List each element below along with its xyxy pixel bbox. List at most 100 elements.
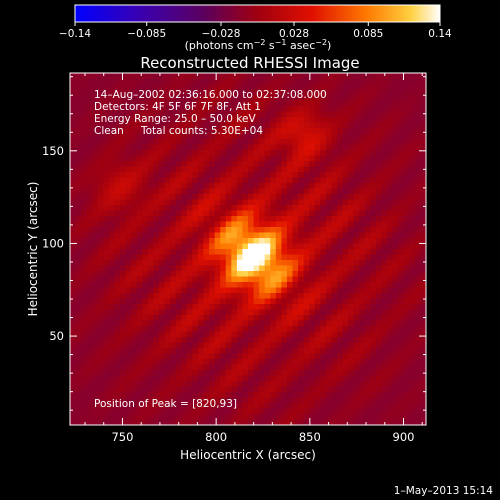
heatmap-cell [348,210,355,217]
heatmap-cell [136,139,143,146]
heatmap-cell [75,271,82,278]
heatmap-cell [303,331,310,338]
heatmap-cell [414,243,422,250]
heatmap-cell [214,232,221,239]
heatmap-cell [242,348,249,355]
heatmap-cell [414,84,422,91]
heatmap-cell [86,84,93,91]
heatmap-cell [192,183,199,190]
heatmap-cell [103,243,110,250]
heatmap-cell [331,155,338,162]
heatmap-cell [225,348,232,355]
heatmap-cell [353,276,360,283]
heatmap-cell [175,243,182,250]
heatmap-cell [403,95,410,102]
heatmap-cell [331,386,338,393]
heatmap-cell [103,155,110,162]
heatmap-cell [164,414,171,421]
heatmap-cell [120,364,127,371]
heatmap-cell [120,386,127,393]
heatmap-cell [342,276,349,283]
heatmap-cell [403,188,410,195]
annotation-peak: Position of Peak = [820,93] [94,398,237,410]
heatmap-cell [370,172,377,179]
heatmap-cell [370,216,377,223]
heatmap-cell [97,188,104,195]
heatmap-cell [292,392,299,399]
heatmap-cell [225,95,232,102]
heatmap-cell [231,293,238,300]
heatmap-cell [81,293,88,300]
heatmap-cell [97,276,104,283]
heatmap-cell [175,155,182,162]
heatmap-cell [203,172,210,179]
heatmap-cell [159,183,166,190]
colorbar-tick-label: 0.14 [428,28,452,40]
heatmap-cell [392,260,399,267]
heatmap-cell [103,183,110,190]
heatmap-cell [103,408,110,415]
heatmap-cell [270,177,277,184]
heatmap-cell [231,304,238,311]
heatmap-cell [181,320,188,327]
heatmap-cell [236,95,244,102]
heatmap-cell [420,232,426,239]
heatmap-cell [292,106,299,113]
heatmap-cell [253,260,260,267]
heatmap-cell [292,232,299,239]
heatmap-cell [170,419,177,425]
heatmap-cell [420,386,426,393]
heatmap-cell [186,155,193,162]
heatmap-cell [331,84,338,91]
heatmap-cell [186,161,193,168]
heatmap-cell [147,89,155,96]
heatmap-cell [159,238,166,245]
heatmap-cell [136,359,143,366]
heatmap-cell [164,216,171,223]
heatmap-cell [337,414,344,421]
heatmap-cell [231,100,238,107]
heatmap-cell [253,276,260,283]
heatmap-cell [131,95,138,102]
y-tick-label: 50 [49,329,64,343]
heatmap-cell [147,282,155,289]
heatmap-cell [220,331,227,338]
heatmap-cell [92,106,99,113]
heatmap-cell [197,331,205,338]
heatmap-cell [236,232,244,239]
heatmap-cell [142,117,149,124]
heatmap-cell [114,370,121,377]
heatmap-cell [108,139,116,146]
heatmap-cell [236,309,244,316]
heatmap-cell [75,381,82,388]
heatmap-cell [192,276,199,283]
heatmap-cell [281,392,288,399]
heatmap-cell [181,370,188,377]
heatmap-cell [147,364,155,371]
heatmap-cell [281,205,288,212]
heatmap-cell [320,194,327,201]
heatmap-cell [275,227,282,234]
colorbar-ticks: −0.14 −0.085 −0.028 0.028 0.085 0.14 [59,22,452,40]
heatmap-cell [409,172,416,179]
heatmap-cell [253,315,260,322]
heatmap-cell [359,199,366,206]
heatmap-cell [147,238,155,245]
heatmap-cell [125,89,132,96]
heatmap-cell [164,227,171,234]
heatmap-cell [142,359,149,366]
heatmap-cell [192,205,199,212]
heatmap-cell [392,331,399,338]
heatmap-cell [398,315,405,322]
heatmap-cell [309,375,316,382]
heatmap-cell [270,111,277,118]
heatmap-cell [364,337,371,344]
heatmap-cell [214,304,221,311]
heatmap-cell [120,144,127,151]
heatmap-cell [337,155,344,162]
heatmap-cell [259,403,266,410]
heatmap-cell [375,282,383,289]
heatmap-cell [398,254,405,261]
heatmap-cell [337,298,344,305]
